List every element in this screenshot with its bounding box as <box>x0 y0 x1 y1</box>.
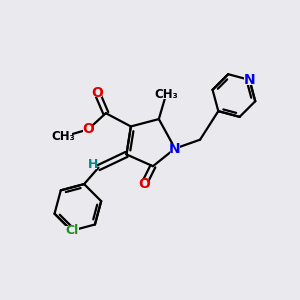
Text: O: O <box>138 177 150 191</box>
Bar <box>244 75 255 85</box>
Bar <box>158 89 175 99</box>
Text: O: O <box>82 122 94 136</box>
Text: CH₃: CH₃ <box>51 130 75 143</box>
Bar <box>54 131 72 142</box>
Text: H: H <box>88 158 98 171</box>
Text: Cl: Cl <box>65 224 78 237</box>
Text: N: N <box>169 142 181 155</box>
Bar <box>89 160 97 169</box>
Bar <box>83 125 93 134</box>
Bar <box>140 179 149 189</box>
Text: O: O <box>91 85 103 100</box>
Bar <box>170 143 180 154</box>
Text: N: N <box>244 73 255 87</box>
Text: CH₃: CH₃ <box>154 88 178 100</box>
Bar <box>92 88 102 97</box>
Bar <box>64 226 79 236</box>
